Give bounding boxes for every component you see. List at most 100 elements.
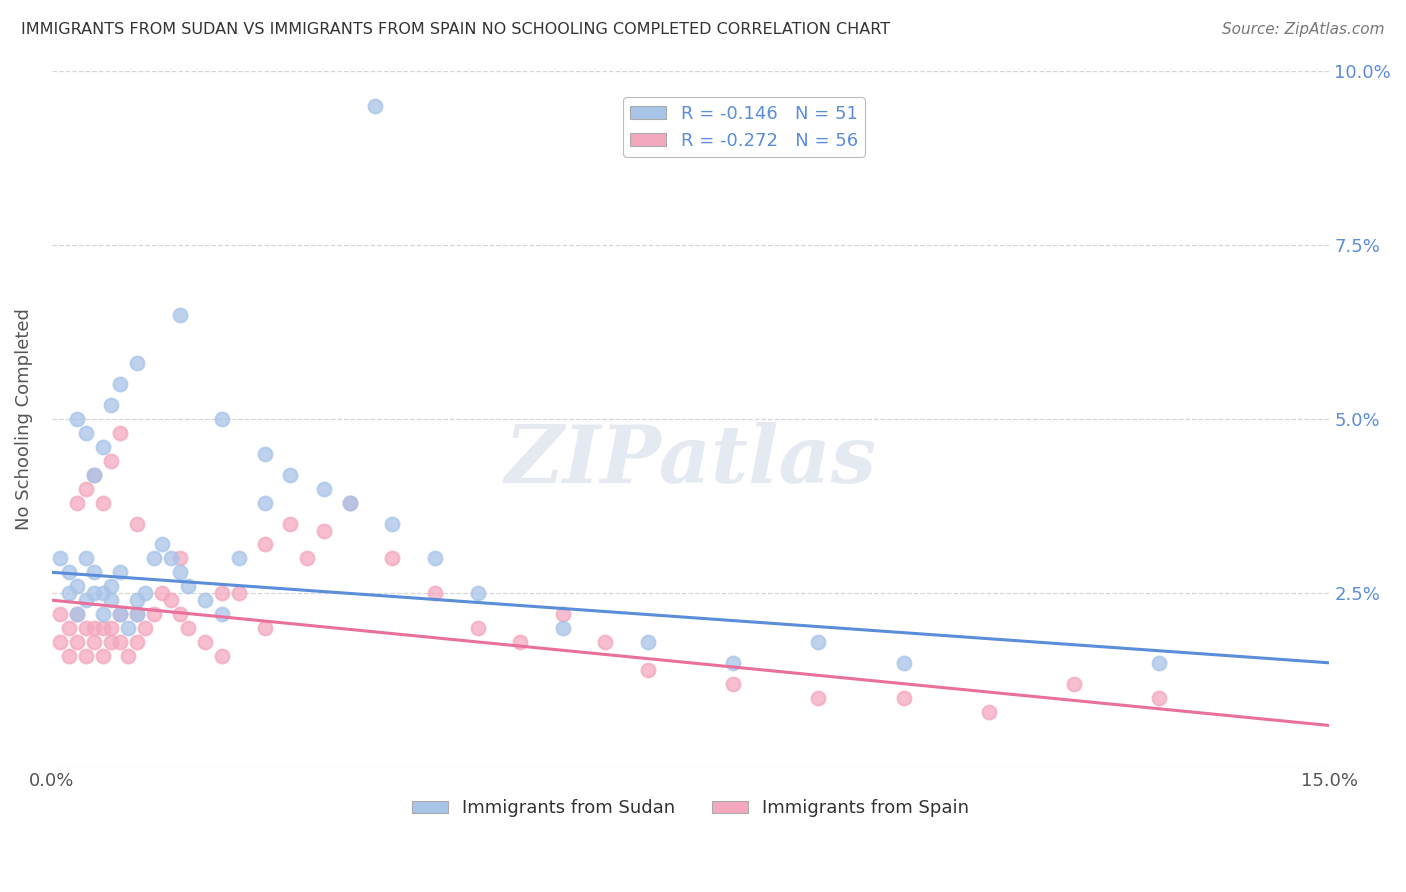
Point — [125, 607, 148, 621]
Point — [637, 663, 659, 677]
Point — [83, 566, 105, 580]
Point — [108, 566, 131, 580]
Point — [977, 705, 1000, 719]
Point — [58, 648, 80, 663]
Point — [194, 635, 217, 649]
Point — [551, 621, 574, 635]
Point — [364, 99, 387, 113]
Point — [100, 621, 122, 635]
Point — [100, 398, 122, 412]
Point — [1063, 676, 1085, 690]
Point — [117, 621, 139, 635]
Point — [66, 607, 89, 621]
Point — [108, 607, 131, 621]
Point — [75, 482, 97, 496]
Point — [66, 635, 89, 649]
Point — [66, 412, 89, 426]
Point — [49, 607, 72, 621]
Point — [721, 676, 744, 690]
Point — [169, 607, 191, 621]
Y-axis label: No Schooling Completed: No Schooling Completed — [15, 309, 32, 530]
Point — [83, 467, 105, 482]
Point — [100, 579, 122, 593]
Point — [1147, 690, 1170, 705]
Point — [509, 635, 531, 649]
Point — [125, 607, 148, 621]
Point — [75, 551, 97, 566]
Point — [75, 621, 97, 635]
Point — [108, 426, 131, 441]
Point — [91, 586, 114, 600]
Point — [177, 579, 200, 593]
Text: IMMIGRANTS FROM SUDAN VS IMMIGRANTS FROM SPAIN NO SCHOOLING COMPLETED CORRELATIO: IMMIGRANTS FROM SUDAN VS IMMIGRANTS FROM… — [21, 22, 890, 37]
Point — [49, 551, 72, 566]
Point — [169, 308, 191, 322]
Legend: Immigrants from Sudan, Immigrants from Spain: Immigrants from Sudan, Immigrants from S… — [405, 792, 976, 824]
Point — [423, 551, 446, 566]
Point — [211, 607, 233, 621]
Point — [125, 635, 148, 649]
Point — [49, 635, 72, 649]
Point — [595, 635, 617, 649]
Point — [228, 551, 250, 566]
Point — [91, 496, 114, 510]
Point — [58, 586, 80, 600]
Point — [58, 621, 80, 635]
Point — [125, 356, 148, 370]
Point — [467, 621, 489, 635]
Point — [381, 551, 404, 566]
Point — [314, 524, 336, 538]
Point — [75, 593, 97, 607]
Point — [893, 690, 915, 705]
Point — [339, 496, 361, 510]
Point — [66, 496, 89, 510]
Point — [637, 635, 659, 649]
Point — [253, 621, 276, 635]
Point — [551, 607, 574, 621]
Point — [152, 537, 174, 551]
Point — [91, 621, 114, 635]
Point — [66, 579, 89, 593]
Point — [100, 635, 122, 649]
Point — [83, 621, 105, 635]
Point — [83, 586, 105, 600]
Point — [211, 412, 233, 426]
Point — [893, 656, 915, 670]
Point — [108, 377, 131, 392]
Point — [807, 690, 830, 705]
Point — [169, 551, 191, 566]
Point — [83, 635, 105, 649]
Point — [83, 467, 105, 482]
Point — [339, 496, 361, 510]
Point — [134, 621, 156, 635]
Point — [297, 551, 319, 566]
Point — [91, 440, 114, 454]
Point — [211, 586, 233, 600]
Point — [253, 496, 276, 510]
Point — [278, 467, 301, 482]
Point — [228, 586, 250, 600]
Point — [467, 586, 489, 600]
Point — [253, 447, 276, 461]
Point — [143, 607, 166, 621]
Point — [108, 607, 131, 621]
Point — [58, 566, 80, 580]
Point — [91, 648, 114, 663]
Point — [160, 593, 183, 607]
Point — [117, 648, 139, 663]
Point — [160, 551, 183, 566]
Point — [134, 586, 156, 600]
Point — [314, 482, 336, 496]
Point — [253, 537, 276, 551]
Point — [152, 586, 174, 600]
Point — [169, 566, 191, 580]
Point — [1147, 656, 1170, 670]
Text: ZIPatlas: ZIPatlas — [505, 422, 876, 500]
Point — [75, 648, 97, 663]
Point — [143, 551, 166, 566]
Point — [75, 426, 97, 441]
Point — [108, 635, 131, 649]
Point — [194, 593, 217, 607]
Point — [721, 656, 744, 670]
Point — [125, 516, 148, 531]
